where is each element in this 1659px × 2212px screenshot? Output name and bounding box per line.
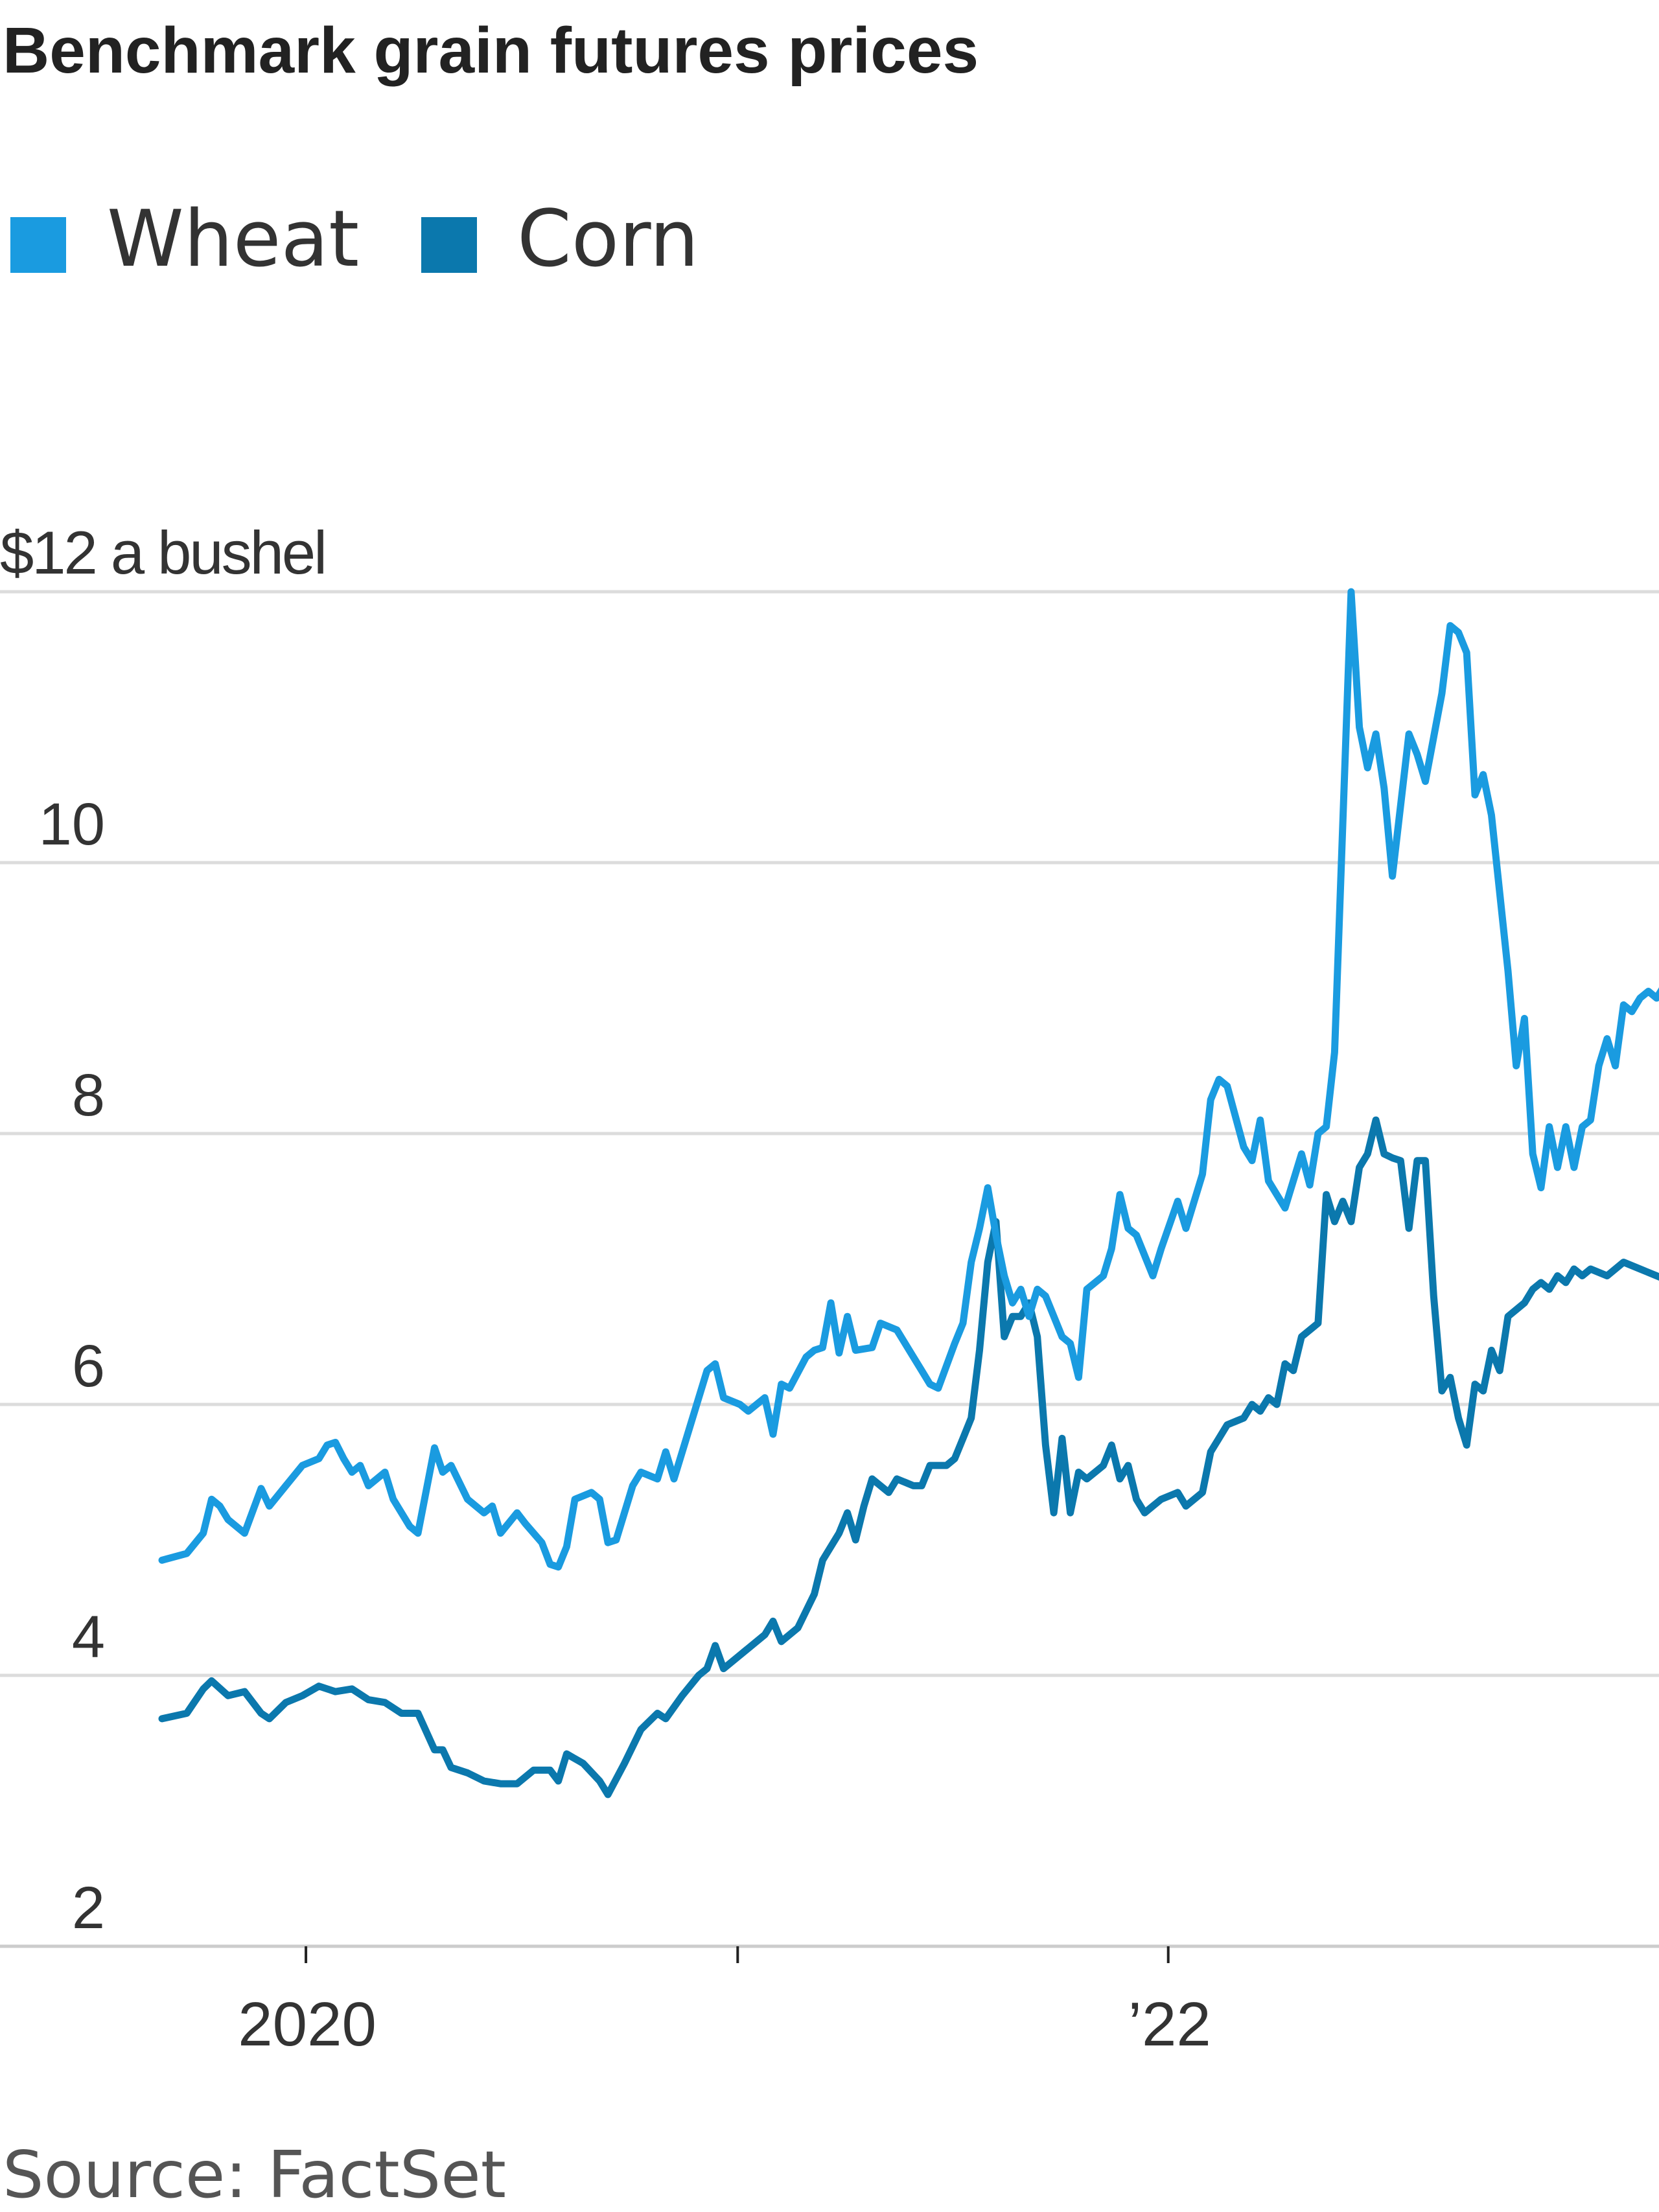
legend-swatch-corn (421, 217, 477, 273)
series-lines (158, 588, 1659, 1799)
series-line-corn (158, 1116, 1659, 1799)
y-tick-label-8: 8 (72, 1062, 105, 1128)
chart-title: Benchmark grain futures prices (3, 14, 979, 87)
legend-label-corn: Corn (517, 194, 699, 285)
y-tick-label-12: $12 a bushel (0, 518, 327, 587)
legend-swatch-wheat (10, 217, 66, 273)
source-note: Source: FactSet (3, 2137, 506, 2212)
x-axis: 2020 ’22 (238, 1946, 1211, 2059)
y-tick-label-4: 4 (72, 1604, 105, 1670)
gridlines (0, 590, 1659, 1948)
y-tick-label-2: 2 (72, 1875, 105, 1941)
legend: Wheat Corn (10, 194, 699, 285)
series-line-wheat (158, 588, 1659, 1571)
y-tick-label-6: 6 (72, 1333, 105, 1399)
y-tick-label-10: 10 (39, 791, 105, 857)
y-axis-tick-labels: $12 a bushel 10 8 6 4 2 (0, 518, 327, 1941)
legend-label-wheat: Wheat (107, 194, 359, 285)
x-tick-label-2022: ’22 (1128, 1990, 1211, 2059)
x-tick-label-2020: 2020 (238, 1990, 377, 2059)
